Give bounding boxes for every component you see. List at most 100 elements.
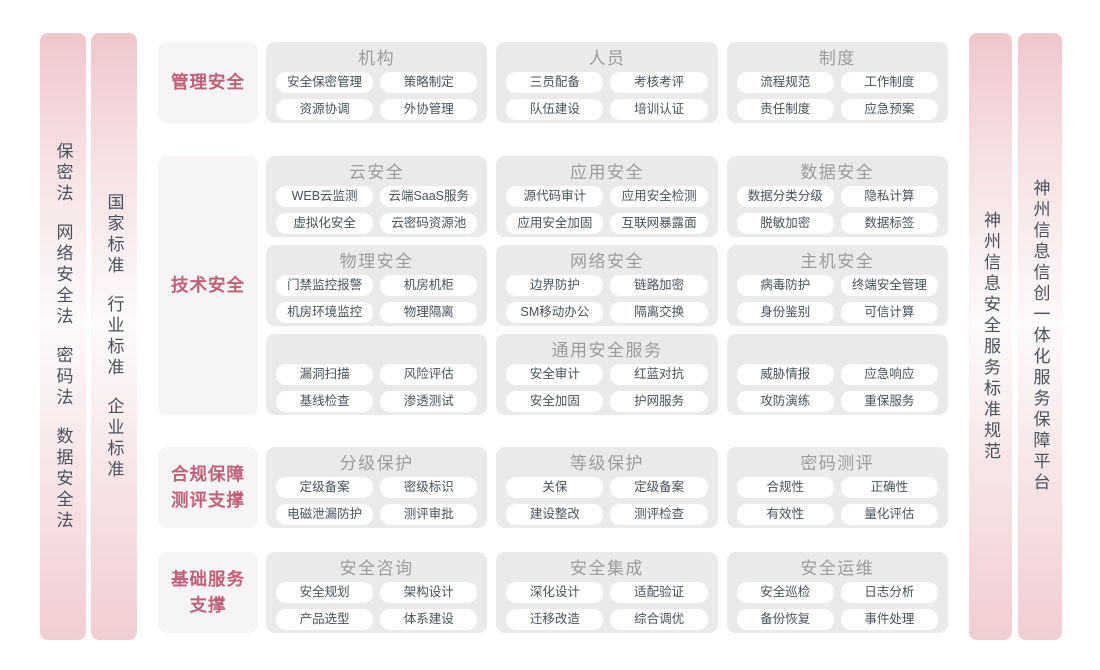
service-item: 流程规范	[736, 72, 834, 93]
platform-label: 神州信息信创一体化服务保障平台	[1030, 179, 1050, 494]
row-basic-service-support: 基础服务 支撑 安全咨询 安全规划 架构设计 产品选型 体系建设 安全集成	[158, 552, 948, 633]
service-item: 隐私计算	[840, 186, 938, 207]
group-title: 安全集成	[569, 559, 644, 578]
group-title: 数据安全	[800, 163, 875, 182]
group-title: 通用安全服务	[551, 341, 663, 360]
service-item: 虚拟化安全	[276, 213, 374, 234]
row-compliance-evaluation-support: 合规保障 测评支撑 分级保护 定级备案 密级标识 电磁泄漏防护 测评审批 等级保…	[158, 447, 948, 528]
service-item: SM移动办公	[506, 302, 604, 323]
group-title	[736, 337, 939, 364]
service-item: 应急预案	[840, 99, 938, 120]
service-item: 重保服务	[840, 391, 938, 412]
service-item: 云端SaaS服务	[380, 186, 478, 207]
group-network-security: 网络安全 边界防护 链路加密 SM移动办公 隔离交换	[496, 245, 718, 326]
service-item: 密级标识	[380, 477, 478, 498]
service-item: 关保	[506, 477, 604, 498]
group-title: 分级保护	[339, 454, 414, 473]
law-label: 密码法	[53, 345, 73, 409]
service-item: 定级备案	[276, 477, 374, 498]
row-technical-security: 技术安全 云安全 WEB云监测 云端SaaS服务 虚拟化安全 云密码资源池 应用…	[158, 156, 948, 415]
service-item: 安全保密管理	[276, 72, 374, 93]
group-graded-protection: 等级保护 关保 定级备案 建设整改 测评检查	[496, 447, 718, 528]
service-item: 机房环境监控	[276, 302, 374, 323]
law-label: 数据安全法	[53, 426, 73, 532]
service-item: 互联网暴露面	[610, 213, 708, 234]
standard-label: 行业标准	[104, 294, 124, 379]
service-item: 架构设计	[380, 582, 478, 603]
group-title: 应用安全	[569, 163, 644, 182]
service-item: 威胁情报	[736, 364, 834, 385]
service-item: 迁移改造	[506, 609, 604, 630]
service-item: 培训认证	[610, 99, 708, 120]
service-item: 测评审批	[380, 504, 478, 525]
group-general-services-right: 威胁情报 应急响应 攻防演练 重保服务	[726, 334, 948, 415]
service-standard-sidebar: 神州信息安全服务标准规范	[969, 33, 1012, 640]
group-title: 人员	[588, 49, 626, 68]
service-item: 日志分析	[840, 582, 938, 603]
group-security-operations: 安全运维 安全巡检 日志分析 备份恢复 事件处理	[726, 552, 948, 633]
law-label: 保密法	[53, 141, 73, 205]
service-item: 机房机柜	[380, 275, 478, 296]
standards-sidebar: 国家标准 行业标准 企业标准	[91, 33, 137, 640]
laws-sidebar: 保密法 网络安全法 密码法 数据安全法	[40, 33, 86, 640]
service-item: 数据标签	[840, 213, 938, 234]
service-item: 漏洞扫描	[276, 364, 374, 385]
group-security-integration: 安全集成 深化设计 适配验证 迁移改造 综合调优	[496, 552, 718, 633]
service-item: 产品选型	[276, 609, 374, 630]
group-title: 机构	[358, 49, 396, 68]
service-item: 建设整改	[506, 504, 604, 525]
group-title	[275, 337, 478, 364]
law-label: 网络安全法	[53, 222, 73, 328]
group-classified-protection: 分级保护 定级备案 密级标识 电磁泄漏防护 测评审批	[266, 447, 488, 528]
service-item: 体系建设	[380, 609, 478, 630]
service-item: 链路加密	[610, 275, 708, 296]
service-item: 电磁泄漏防护	[276, 504, 374, 525]
row-label-management-security: 管理安全	[158, 42, 258, 123]
service-item: 门禁监控报警	[276, 275, 374, 296]
service-item: 应用安全加固	[506, 213, 604, 234]
group-cloud-security: 云安全 WEB云监测 云端SaaS服务 虚拟化安全 云密码资源池	[266, 156, 488, 237]
row-label-compliance-evaluation: 合规保障 测评支撑	[158, 447, 258, 528]
group-title: 物理安全	[339, 252, 414, 271]
group-personnel: 人员 三员配备 考核考评 队伍建设 培训认证	[496, 42, 718, 123]
group-title: 制度	[818, 49, 856, 68]
group-title: 网络安全	[569, 252, 644, 271]
service-item: 安全审计	[506, 364, 604, 385]
service-item: 正确性	[840, 477, 938, 498]
service-item: 备份恢复	[736, 609, 834, 630]
row-label-basic-service: 基础服务 支撑	[158, 552, 258, 633]
service-item: 资源协调	[276, 99, 374, 120]
group-application-security: 应用安全 源代码审计 应用安全检测 应用安全加固 互联网暴露面	[496, 156, 718, 237]
service-item: 量化评估	[840, 504, 938, 525]
standard-label: 企业标准	[104, 396, 124, 481]
service-item: 工作制度	[840, 72, 938, 93]
service-item: 应急响应	[840, 364, 938, 385]
service-item: 外协管理	[380, 99, 478, 120]
group-rules: 制度 流程规范 工作制度 责任制度 应急预案	[726, 42, 948, 123]
group-organization: 机构 安全保密管理 策略制定 资源协调 外协管理	[266, 42, 488, 123]
service-item: 攻防演练	[736, 391, 834, 412]
service-item: 安全巡检	[736, 582, 834, 603]
service-item: 脱敏加密	[736, 213, 834, 234]
group-title: 云安全	[348, 163, 405, 182]
group-physical-security: 物理安全 门禁监控报警 机房机柜 机房环境监控 物理隔离	[266, 245, 488, 326]
service-item: 隔离交换	[610, 302, 708, 323]
platform-sidebar: 神州信息信创一体化服务保障平台	[1018, 33, 1062, 640]
group-security-consulting: 安全咨询 安全规划 架构设计 产品选型 体系建设	[266, 552, 488, 633]
group-general-services-left: 漏洞扫描 风险评估 基线检查 渗透测试	[266, 334, 488, 415]
group-title: 安全咨询	[339, 559, 414, 578]
group-title: 安全运维	[800, 559, 875, 578]
service-item: 云密码资源池	[380, 213, 478, 234]
group-general-security-services: 通用安全服务 安全审计 红蓝对抗 安全加固 护网服务	[496, 334, 718, 415]
group-host-security: 主机安全 病毒防护 终端安全管理 身份鉴别 可信计算	[726, 245, 948, 326]
service-item: 考核考评	[610, 72, 708, 93]
group-title: 等级保护	[569, 454, 644, 473]
service-item: 病毒防护	[736, 275, 834, 296]
service-item: 责任制度	[736, 99, 834, 120]
service-item: 定级备案	[610, 477, 708, 498]
service-item: 基线检查	[276, 391, 374, 412]
service-item: 适配验证	[610, 582, 708, 603]
service-item: 物理隔离	[380, 302, 478, 323]
service-item: 源代码审计	[506, 186, 604, 207]
